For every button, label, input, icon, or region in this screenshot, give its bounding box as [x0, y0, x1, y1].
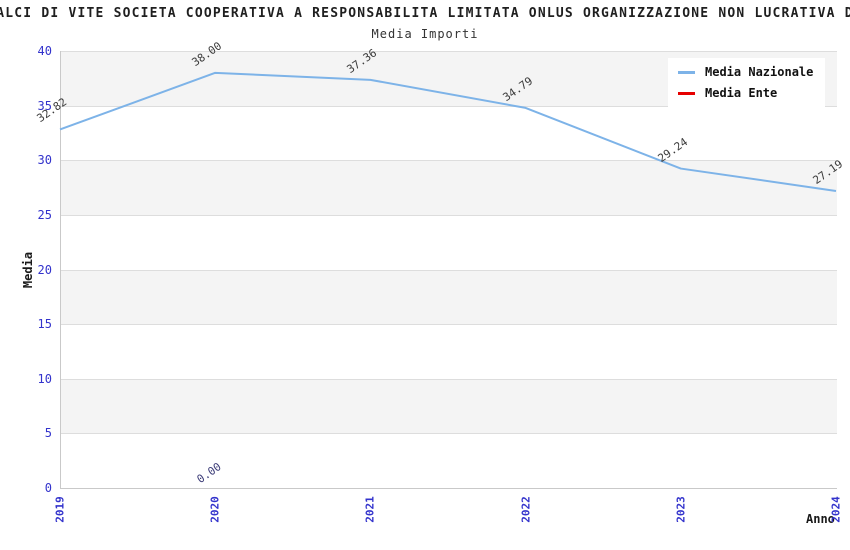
plot-area [60, 51, 837, 489]
y-tick-label: 10 [37, 371, 52, 386]
grid-band [61, 160, 837, 215]
grid-band [61, 214, 837, 270]
gridline [61, 51, 837, 52]
x-tick-label: 2019 [53, 496, 67, 523]
grid-band [61, 105, 837, 161]
legend-item-media-nazionale: Media Nazionale [678, 65, 813, 79]
gridline [61, 160, 837, 161]
gridline [61, 433, 837, 434]
legend-label: Media Nazionale [705, 65, 814, 79]
y-tick-label: 15 [37, 317, 52, 332]
chart-subtitle: Media Importi [371, 27, 479, 41]
y-tick-label: 0 [44, 481, 52, 495]
gridline [61, 270, 837, 271]
legend-label: Media Ente [705, 86, 778, 100]
legend: Media Nazionale Media Ente [668, 58, 826, 107]
y-axis-label: Media [21, 251, 35, 289]
y-tick-label: 35 [37, 98, 52, 113]
grid-band [61, 433, 837, 488]
x-tick-label: 2021 [363, 496, 377, 523]
y-tick-label: 30 [37, 153, 52, 168]
x-tick-label: 2022 [519, 496, 533, 523]
gridline [61, 379, 837, 380]
grid-band [61, 269, 837, 325]
y-tick-label: 5 [44, 426, 52, 441]
gridline [61, 324, 837, 325]
x-axis-label: Anno [806, 512, 835, 526]
media-nazionale-line-swatch [678, 70, 695, 74]
legend-item-media-ente: Media Ente [678, 86, 813, 100]
media-ente-line-swatch [678, 91, 695, 95]
x-tick-label: 2020 [208, 496, 222, 523]
gridline [61, 215, 837, 216]
y-tick-label: 25 [37, 207, 52, 222]
grid-band [61, 324, 837, 379]
x-tick-label: 2023 [674, 496, 688, 523]
chart-title: ALCI DI VITE SOCIETA COOPERATIVA A RESPO… [0, 6, 850, 21]
y-tick-label: 40 [37, 44, 52, 58]
grid-band [61, 378, 837, 434]
